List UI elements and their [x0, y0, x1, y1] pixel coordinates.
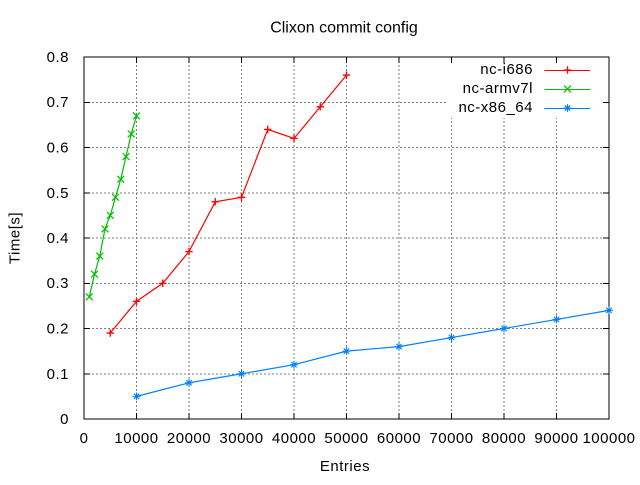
svg-text:80000: 80000: [482, 430, 526, 447]
svg-text:100000: 100000: [582, 430, 635, 447]
svg-text:70000: 70000: [429, 430, 473, 447]
svg-text:nc-x86_64: nc-x86_64: [458, 99, 533, 116]
svg-text:0: 0: [60, 411, 69, 428]
svg-text:10000: 10000: [114, 430, 158, 447]
svg-text:30000: 30000: [219, 430, 263, 447]
svg-text:20000: 20000: [167, 430, 211, 447]
svg-text:0.3: 0.3: [47, 275, 69, 292]
svg-text:Time[s]: Time[s]: [7, 212, 24, 264]
svg-text:0.6: 0.6: [47, 140, 69, 157]
svg-text:40000: 40000: [272, 430, 316, 447]
svg-text:0.4: 0.4: [47, 230, 69, 247]
svg-text:nc-i686: nc-i686: [480, 61, 533, 78]
svg-text:0.8: 0.8: [47, 49, 69, 66]
svg-text:90000: 90000: [534, 430, 578, 447]
svg-text:0.7: 0.7: [47, 94, 69, 111]
svg-text:60000: 60000: [377, 430, 421, 447]
svg-text:0.2: 0.2: [47, 321, 69, 338]
svg-text:0.1: 0.1: [47, 366, 69, 383]
svg-text:0.5: 0.5: [47, 185, 69, 202]
svg-text:Entries: Entries: [320, 458, 370, 475]
svg-text:Clixon commit config: Clixon commit config: [270, 20, 418, 37]
svg-text:0: 0: [80, 430, 89, 447]
svg-text:nc-armv7l: nc-armv7l: [463, 80, 533, 97]
svg-text:50000: 50000: [324, 430, 368, 447]
